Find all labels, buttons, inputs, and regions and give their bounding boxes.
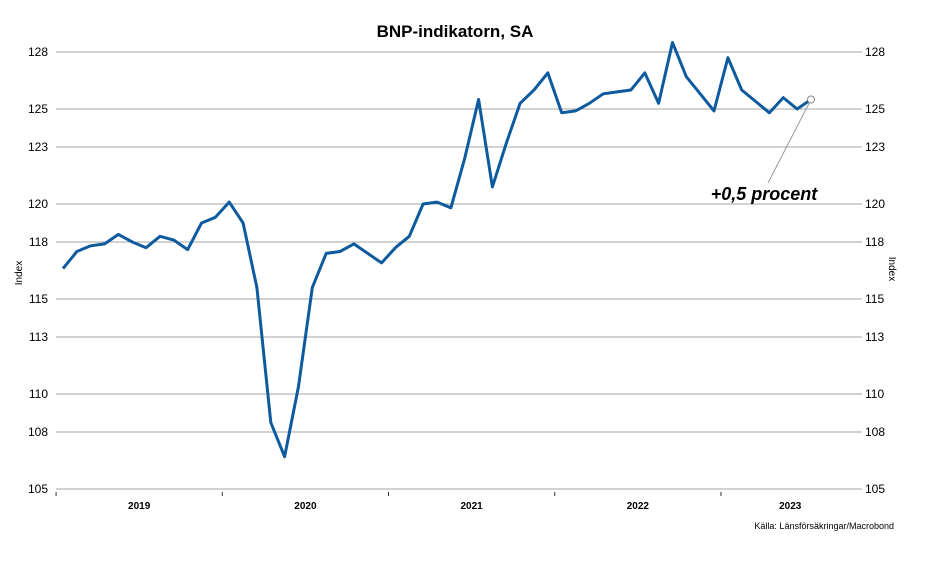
y-tick-label-right: 113 bbox=[865, 330, 884, 344]
y-tick-label-left: 105 bbox=[28, 482, 48, 496]
x-tick-label: 2019 bbox=[128, 501, 151, 512]
y-tick-label-left: 120 bbox=[28, 197, 48, 211]
y-axis-label-right: Index bbox=[886, 257, 897, 281]
y-tick-label-right: 110 bbox=[865, 387, 884, 401]
y-axis-left: 105 108 110 113 115 118 120 123 125 128 bbox=[28, 45, 48, 496]
y-axis-label-left: Index bbox=[14, 261, 25, 285]
x-tick-label: 2020 bbox=[294, 501, 317, 512]
x-tick-label: 2023 bbox=[779, 501, 802, 512]
series-line bbox=[61, 41, 812, 459]
x-axis: 2019 2020 2021 2022 2023 bbox=[55, 488, 862, 512]
x-tick-label: 2022 bbox=[627, 501, 650, 512]
y-tick-label-left: 125 bbox=[28, 102, 48, 116]
y-tick-label-right: 118 bbox=[865, 235, 884, 249]
x-tick-label: 2021 bbox=[461, 501, 484, 512]
y-tick-label-right: 108 bbox=[865, 425, 885, 439]
y-tick-label-left: 110 bbox=[29, 387, 48, 401]
source-label: Källa: Länsförsäkringar/Macrobond bbox=[754, 521, 894, 531]
series-lines bbox=[61, 41, 812, 459]
chart-title: BNP-indikatorn, SA bbox=[377, 22, 534, 41]
y-tick-label-right: 125 bbox=[865, 102, 885, 116]
y-tick-label-left: 113 bbox=[29, 330, 48, 344]
annotation-leader bbox=[767, 99, 812, 184]
y-tick-label-left: 123 bbox=[28, 140, 48, 154]
y-tick-label-left: 108 bbox=[28, 425, 48, 439]
annotation-group bbox=[767, 95, 815, 184]
y-tick-label-right: 128 bbox=[865, 45, 885, 59]
y-tick-label-left: 128 bbox=[28, 45, 48, 59]
y-axis-right: 105 108 110 113 115 118 120 123 125 128 bbox=[865, 45, 885, 496]
annotation-label: +0,5 procent bbox=[711, 184, 819, 204]
last-point-marker bbox=[807, 95, 815, 104]
y-tick-label-right: 105 bbox=[865, 482, 885, 496]
y-tick-label-right: 120 bbox=[865, 197, 885, 211]
y-tick-label-right: 115 bbox=[865, 292, 884, 306]
y-tick-label-left: 115 bbox=[29, 292, 48, 306]
y-tick-label-right: 123 bbox=[865, 140, 885, 154]
y-tick-label-left: 118 bbox=[29, 235, 48, 249]
